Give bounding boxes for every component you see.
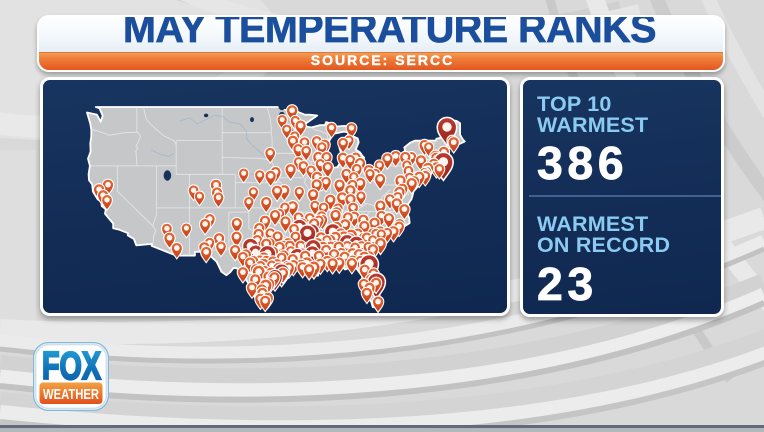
svg-text:WEATHER: WEATHER	[43, 386, 99, 403]
svg-text:FOX: FOX	[42, 345, 101, 388]
